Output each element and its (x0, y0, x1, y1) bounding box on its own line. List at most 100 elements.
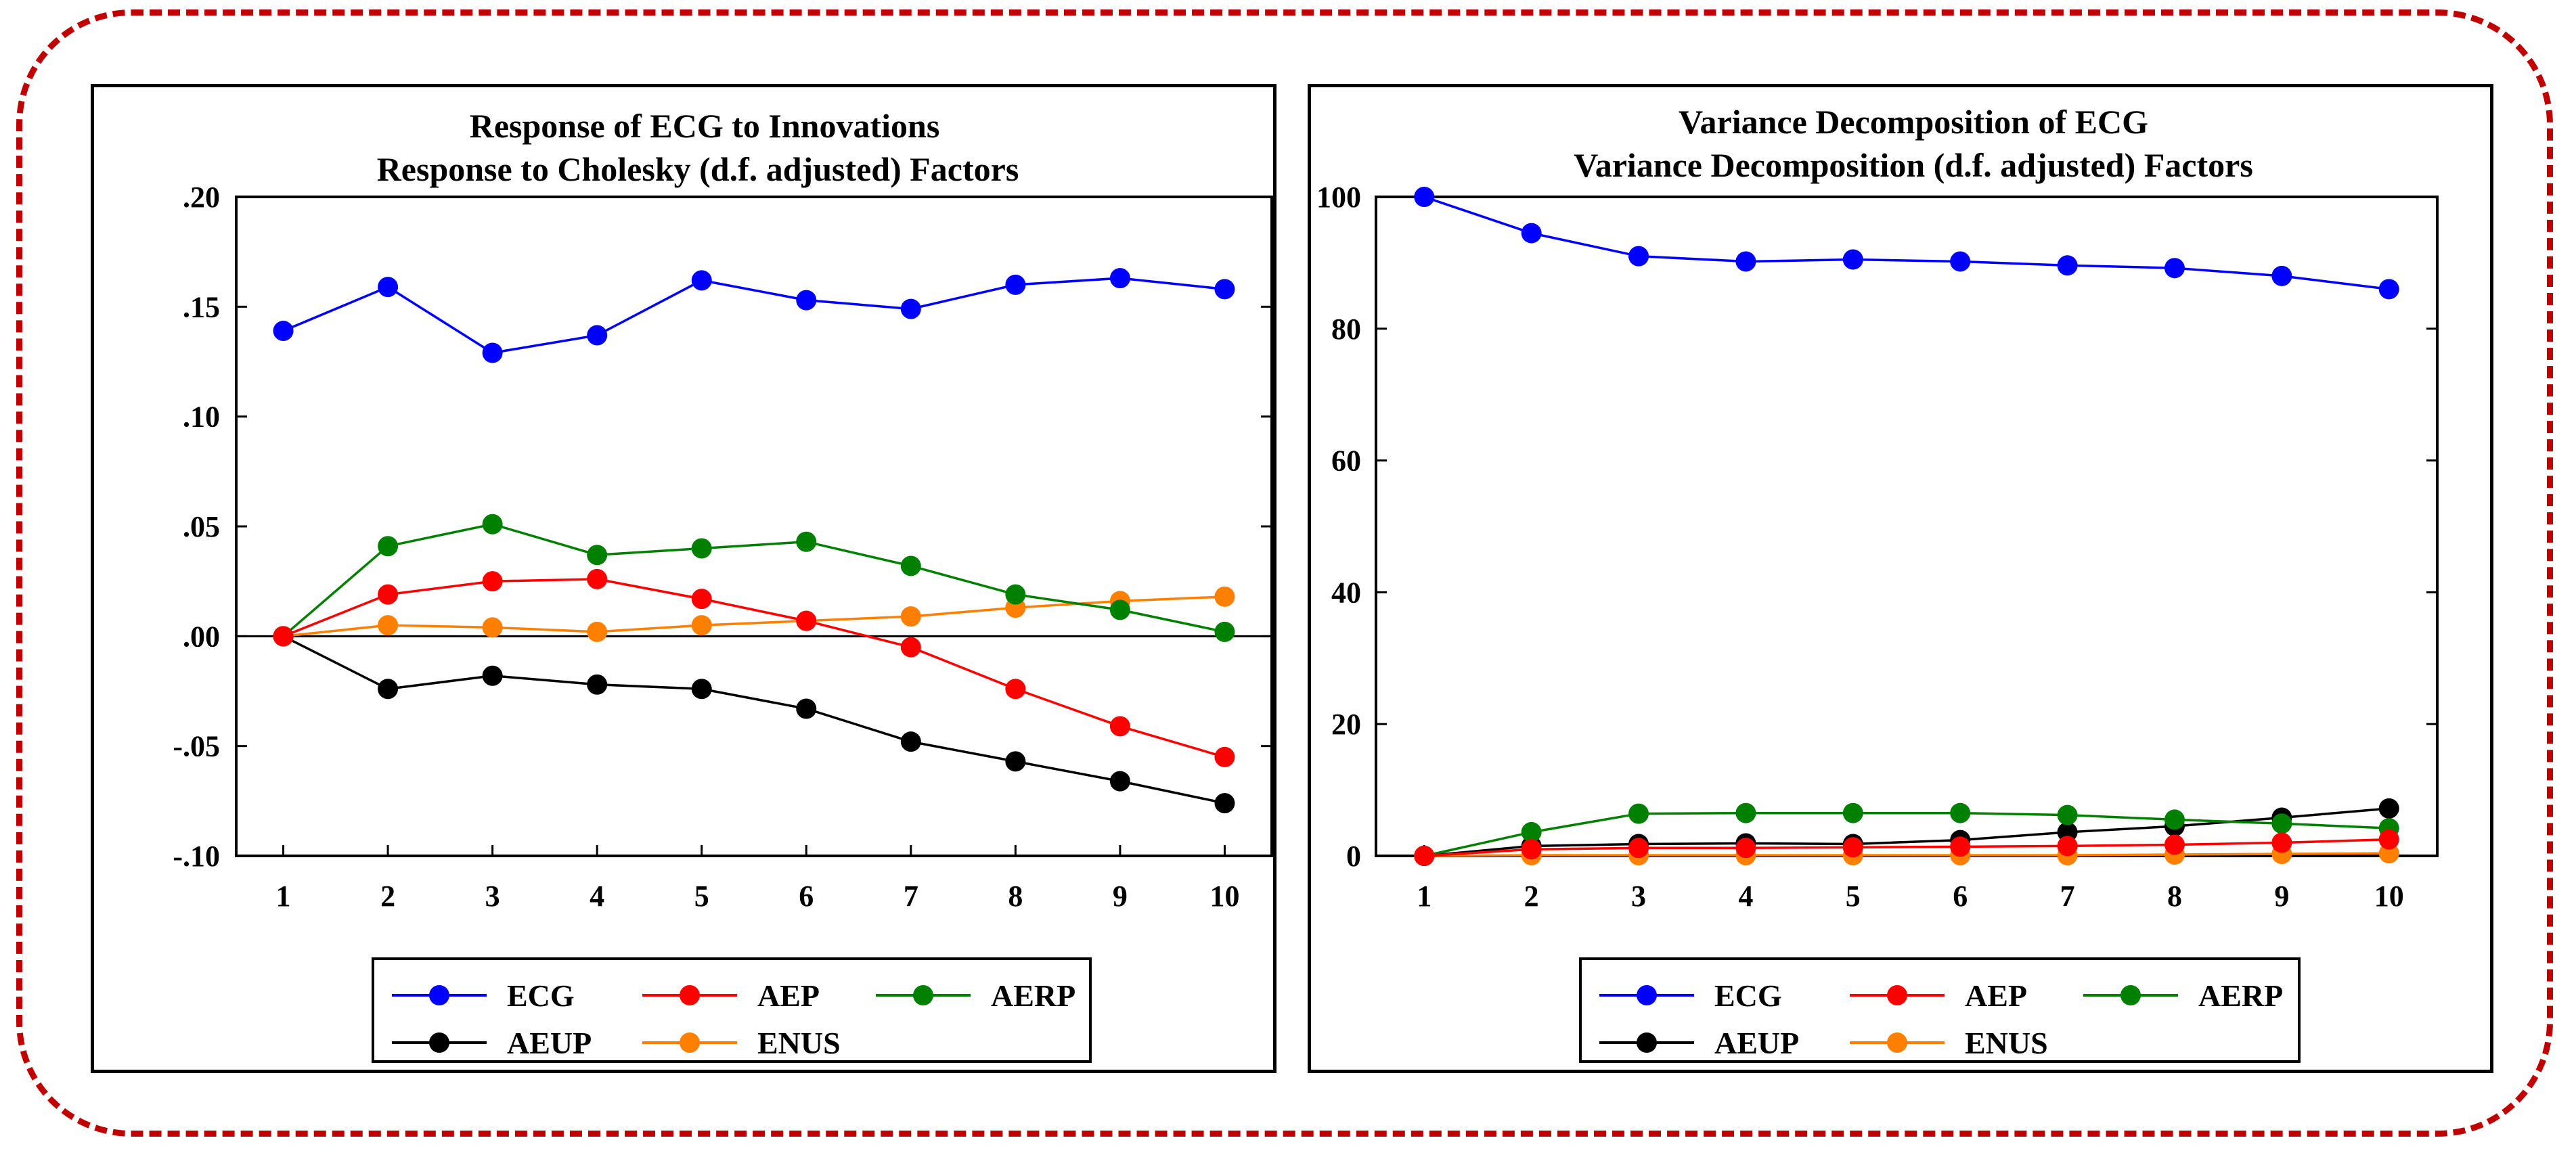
data-point (378, 277, 399, 298)
y-tick-label: 60 (1331, 445, 1361, 478)
data-point (1521, 821, 1542, 842)
series-line (282, 522, 1225, 637)
axes: -.10 -.05 .00 .05 .10 .15 .20 1 2 3 4 5 6 7 8 9 10 (173, 181, 1272, 913)
series-layer (273, 268, 1235, 814)
x-tick-label: 5 (1846, 880, 1861, 913)
data-point (1842, 837, 1863, 858)
x-tick-label: 6 (1953, 880, 1968, 913)
data-point (796, 531, 817, 552)
y-tick-label: -.05 (173, 730, 220, 763)
data-point (2271, 832, 2292, 853)
y-tick-label: -.10 (173, 840, 220, 873)
legend-marker (2120, 985, 2141, 1005)
legend-item-aep: AEP (642, 978, 820, 1013)
irf-chart-panel: Response of ECG to Innovations Response … (91, 84, 1276, 1073)
x-tick-label: 4 (590, 880, 604, 913)
data-point (273, 321, 294, 342)
legend-item-enus: ENUS (642, 1026, 841, 1060)
y-tick-label: .05 (183, 510, 220, 543)
data-point (796, 698, 817, 719)
data-point (587, 568, 608, 589)
x-tick-label: 8 (2167, 880, 2182, 913)
data-point (1214, 279, 1235, 300)
y-tick-label: .00 (183, 620, 220, 653)
x-tick-label: 10 (1209, 880, 1239, 913)
legend-item-aep: AEP (1850, 978, 2027, 1013)
data-point (482, 342, 503, 363)
legend-marker (680, 985, 700, 1005)
x-tick-label: 8 (1008, 880, 1023, 913)
x-tick-label: 7 (904, 880, 918, 913)
legend-item-aerp: AERP (2083, 978, 2283, 1013)
series-line (282, 277, 1225, 355)
x-tick-label: 10 (2374, 880, 2404, 913)
legend-box (1579, 957, 2301, 1063)
data-point (691, 538, 712, 559)
plot-area-border (1375, 196, 2439, 857)
data-point (482, 665, 503, 686)
legend: ECG AEP AERP AEUP ENUS (372, 957, 1092, 1063)
x-tick-label: 3 (485, 880, 500, 913)
series-line (1423, 196, 2389, 291)
data-point (1414, 846, 1435, 866)
legend-item-aeup: AEUP (392, 1026, 592, 1060)
series-enus (273, 586, 1235, 647)
x-tick-label: 9 (2274, 880, 2289, 913)
data-point (1950, 836, 1971, 857)
legend-item-enus: ENUS (1850, 1026, 2048, 1060)
data-point (378, 679, 399, 700)
data-point (1109, 716, 1130, 737)
legend-item-aeup: AEUP (1599, 1026, 1799, 1060)
data-point (1109, 771, 1130, 792)
x-tick-label: 5 (694, 880, 709, 913)
data-point (1950, 251, 1971, 272)
data-point (900, 555, 921, 576)
legend-label: AEUP (507, 1026, 592, 1060)
data-point (2378, 798, 2399, 819)
data-point (1005, 751, 1026, 772)
data-point (1005, 679, 1026, 700)
variance-decomposition-chart: Variance Decomposition of ECG Variance D… (1316, 103, 2439, 1063)
chart-title: Response of ECG to Innovations (470, 107, 940, 145)
legend-label: AEP (757, 978, 820, 1013)
dashed-outer-frame (16, 9, 2553, 1137)
legend: ECG AEP AERP AEUP ENUS (1579, 957, 2301, 1063)
legend-label: ENUS (1965, 1026, 2048, 1060)
legend-label: ECG (1714, 978, 1782, 1013)
data-point (587, 325, 608, 346)
series-ecg (1414, 187, 2399, 300)
irf-chart: Response of ECG to Innovations Response … (173, 107, 1273, 1063)
data-point (273, 626, 294, 647)
legend-label: ENUS (757, 1026, 841, 1060)
legend-box (372, 957, 1092, 1063)
x-tick-label: 4 (1738, 880, 1753, 913)
data-point (1109, 599, 1130, 620)
y-tick-label: 0 (1346, 840, 1361, 873)
x-tick-label: 6 (799, 880, 814, 913)
data-point (1005, 584, 1026, 605)
data-point (1628, 246, 1649, 267)
data-point (2271, 813, 2292, 834)
data-point (1628, 803, 1649, 824)
data-point (2057, 836, 2078, 857)
series-layer (1414, 187, 2399, 866)
data-point (378, 536, 399, 557)
legend-label: AERP (991, 978, 1075, 1013)
axes: 0 20 40 60 80 100 1 2 3 4 5 6 7 8 9 10 (1316, 181, 2437, 913)
series-line (1424, 838, 2389, 857)
legend-item-aerp: AERP (876, 978, 1075, 1013)
x-tick-label: 3 (1631, 880, 1646, 913)
series-line (1424, 852, 2389, 857)
y-tick-label: .10 (183, 401, 220, 434)
series-line (282, 635, 1225, 804)
x-tick-label: 1 (276, 880, 291, 913)
x-tick-label: 2 (1524, 880, 1539, 913)
data-point (1735, 802, 1756, 823)
data-point (378, 615, 399, 636)
x-tick-label: 9 (1113, 880, 1128, 913)
data-point (1521, 839, 1542, 860)
chart-subtitle: Response to Cholesky (d.f. adjusted) Fac… (377, 150, 1019, 188)
data-point (900, 606, 921, 627)
legend-marker (913, 985, 933, 1005)
legend-marker (1887, 985, 1907, 1005)
